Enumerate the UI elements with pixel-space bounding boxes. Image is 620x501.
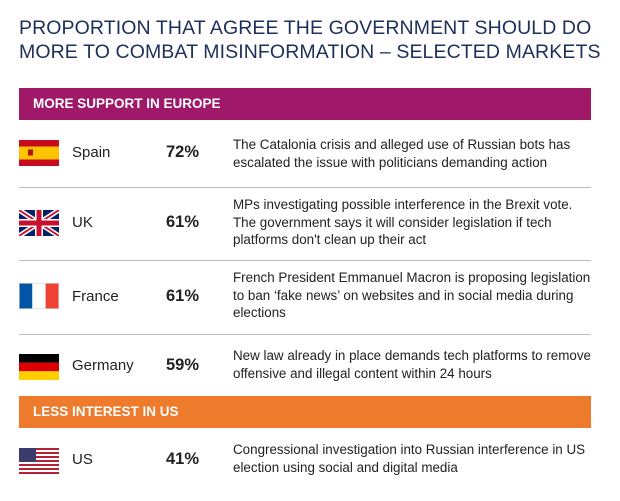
country-label: Spain — [72, 144, 111, 161]
country-label: Germany — [72, 357, 134, 374]
section-header-europe: MORE SUPPORT IN EUROPE — [19, 88, 591, 120]
title-line-1: PROPORTION THAT AGREE THE GOVERNMENT SHO… — [19, 17, 592, 39]
table-row-france: France 61% French President Emmanuel Mac… — [19, 269, 591, 325]
row-description: French President Emmanuel Macron is prop… — [233, 270, 591, 320]
section-header-us: LESS INTEREST IN US — [19, 396, 591, 428]
spain-flag-icon — [19, 140, 59, 166]
page-title: PROPORTION THAT AGREE THE GOVERNMENT SHO… — [19, 16, 609, 64]
row-description: MPs investigating possible interference … — [233, 197, 573, 247]
table-row-us: US 41% Congressional investigation into … — [19, 441, 591, 481]
us-flag-icon — [19, 448, 59, 474]
title-line-2: MORE TO COMBAT MISINFORMATION – SELECTED… — [19, 41, 601, 63]
germany-flag-icon — [19, 354, 59, 380]
row-description: The Catalonia crisis and alleged use of … — [233, 137, 571, 170]
france-flag-icon — [19, 283, 59, 309]
row-description: Congressional investigation into Russian… — [233, 442, 586, 475]
percent-value: 61% — [166, 213, 200, 231]
percent-value: 72% — [166, 143, 200, 161]
country-label: UK — [72, 214, 93, 231]
row-divider — [19, 187, 591, 188]
percent-value: 59% — [166, 356, 200, 374]
country-label: France — [72, 288, 119, 305]
percent-value: 61% — [166, 287, 200, 305]
uk-flag-icon — [19, 210, 59, 236]
table-row-uk: UK 61% MPs investigating possible interf… — [19, 196, 591, 252]
row-divider — [19, 260, 591, 261]
country-label: US — [72, 451, 93, 468]
row-divider — [19, 334, 591, 335]
table-row-germany: Germany 59% New law already in place dem… — [19, 345, 591, 385]
row-description: New law already in place demands tech pl… — [233, 348, 591, 381]
percent-value: 41% — [166, 450, 200, 468]
table-row-spain: Spain 72% The Catalonia crisis and alleg… — [19, 136, 591, 176]
